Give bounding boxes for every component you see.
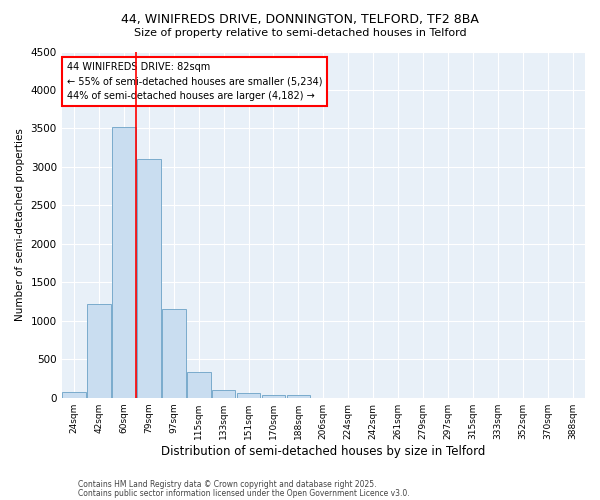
Text: Size of property relative to semi-detached houses in Telford: Size of property relative to semi-detach… <box>134 28 466 38</box>
Bar <box>112 127 136 398</box>
Bar <box>87 304 111 398</box>
Bar <box>237 394 260 398</box>
Bar <box>162 309 185 398</box>
Text: 44 WINIFREDS DRIVE: 82sqm
← 55% of semi-detached houses are smaller (5,234)
44% : 44 WINIFREDS DRIVE: 82sqm ← 55% of semi-… <box>67 62 322 102</box>
X-axis label: Distribution of semi-detached houses by size in Telford: Distribution of semi-detached houses by … <box>161 444 485 458</box>
Text: Contains public sector information licensed under the Open Government Licence v3: Contains public sector information licen… <box>78 488 410 498</box>
Bar <box>262 394 286 398</box>
Text: 44, WINIFREDS DRIVE, DONNINGTON, TELFORD, TF2 8BA: 44, WINIFREDS DRIVE, DONNINGTON, TELFORD… <box>121 12 479 26</box>
Bar <box>187 372 211 398</box>
Bar <box>137 159 161 398</box>
Bar <box>287 396 310 398</box>
Bar <box>212 390 235 398</box>
Bar <box>62 392 86 398</box>
Y-axis label: Number of semi-detached properties: Number of semi-detached properties <box>15 128 25 321</box>
Text: Contains HM Land Registry data © Crown copyright and database right 2025.: Contains HM Land Registry data © Crown c… <box>78 480 377 489</box>
